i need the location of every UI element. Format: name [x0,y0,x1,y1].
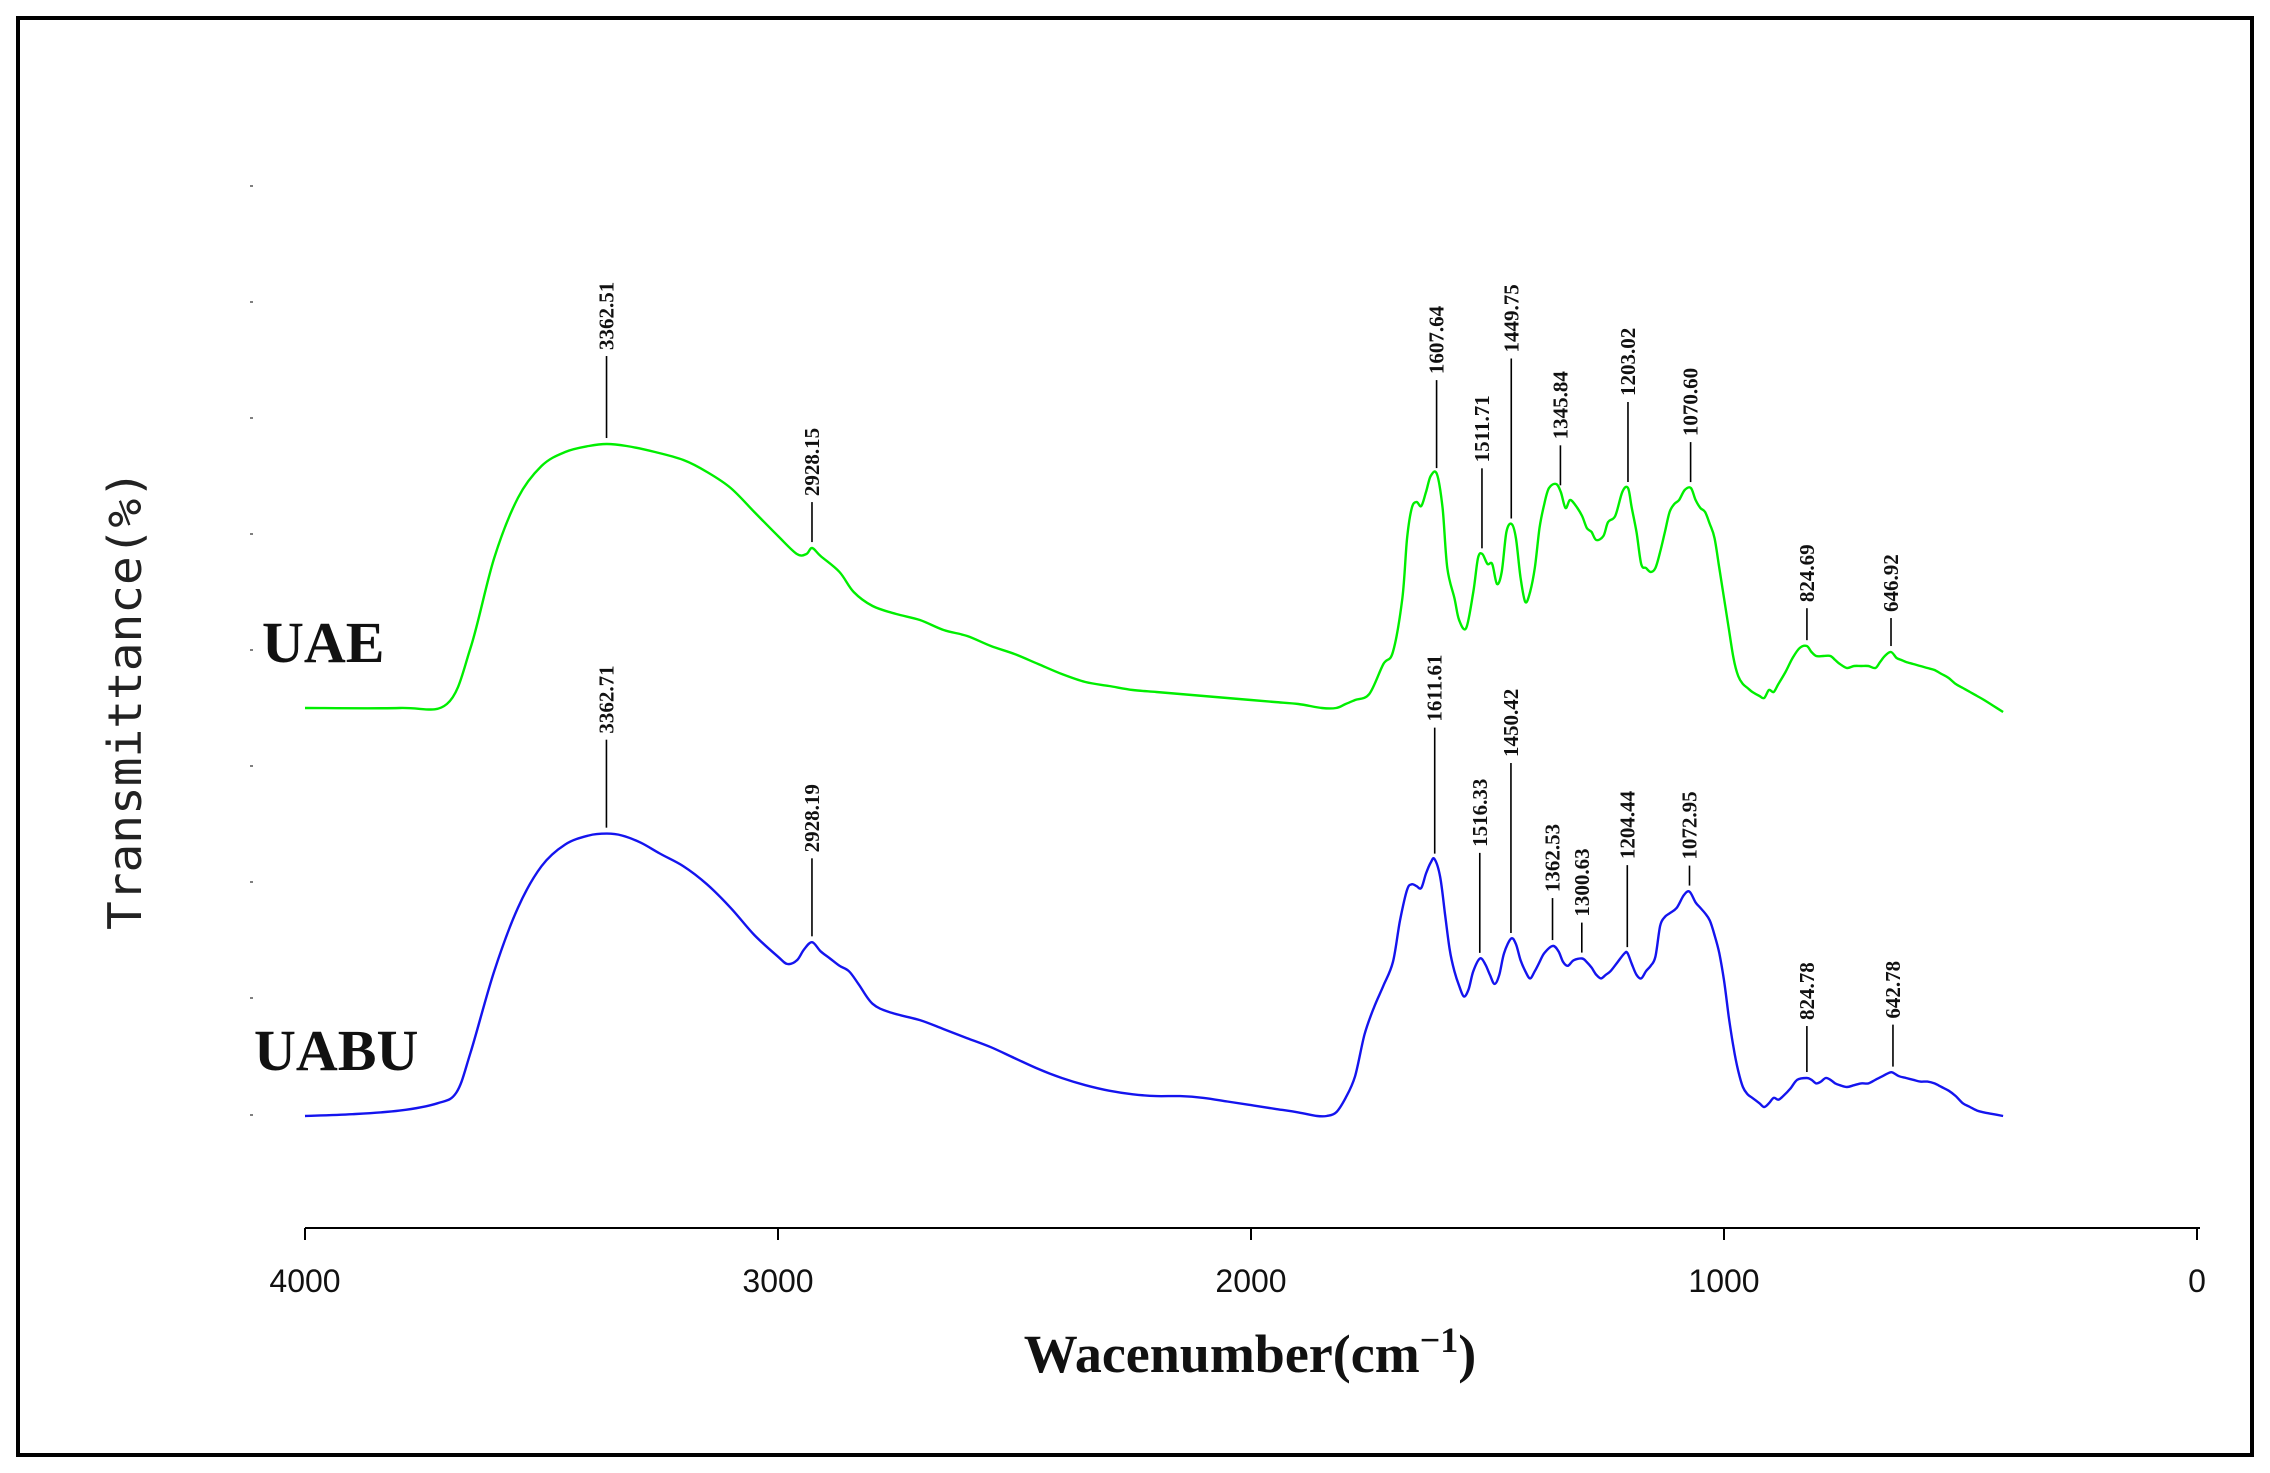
x-axis-label: Wacenumber(cm−1) [1024,1320,1476,1384]
peak-label: 1516.33 [1468,779,1492,847]
peak-label: 1449.75 [1499,284,1523,352]
peak-label: 2928.19 [800,784,824,852]
peak-label: 824.69 [1795,544,1819,602]
peak-annotations: 3362.51 2928.15 1607.64 1511.71 1449.75 1345.… [594,282,1905,1073]
x-tick-label: 3000 [742,1263,813,1299]
peak-label: 1607.64 [1425,305,1449,374]
x-axis-label-text: Wacenumber(cm [1024,1324,1420,1384]
peak-label: 1300.63 [1570,848,1594,916]
peak-label: 1611.61 [1423,654,1447,721]
peak-label: 1070.60 [1679,368,1703,436]
peak-label: 1511.71 [1470,395,1494,462]
peak-label: 642.78 [1881,961,1905,1019]
series-lines [304,442,2004,1118]
x-axis-ticks: 4000 3000 2000 1000 0 [269,1228,2206,1299]
series-label-uabu: UABU [254,1018,418,1083]
x-tick-label: 0 [2188,1263,2206,1299]
figure-frame [16,16,2254,1457]
peak-label: 646.92 [1879,554,1903,612]
series-label-uae: UAE [262,610,384,675]
peak-label: 1072.95 [1677,791,1701,859]
x-tick-label: 4000 [269,1263,340,1299]
peak-label: 824.78 [1795,962,1819,1020]
y-tick-marks [250,185,253,1116]
peak-label: 1203.02 [1616,328,1640,396]
series-line-uae [304,442,2004,714]
x-tick-label: 1000 [1688,1263,1759,1299]
y-axis-label: Transmittance(%) [98,470,152,930]
series-line-uabu [304,832,2004,1118]
peak-label: 1204.44 [1615,790,1639,859]
series-labels: UAE UABU [254,610,418,1083]
x-axis-label-superscript: −1 [1420,1320,1459,1360]
peak-label: 2928.15 [800,428,824,496]
x-tick-label: 2000 [1215,1263,1286,1299]
peak-label: 3362.51 [595,282,619,350]
peak-label: 3362.71 [594,665,618,733]
x-axis-label-close: ) [1458,1324,1476,1384]
peak-label: 1345.84 [1548,371,1572,440]
peak-label: 1450.42 [1499,689,1523,757]
peak-label: 1362.53 [1541,824,1565,892]
